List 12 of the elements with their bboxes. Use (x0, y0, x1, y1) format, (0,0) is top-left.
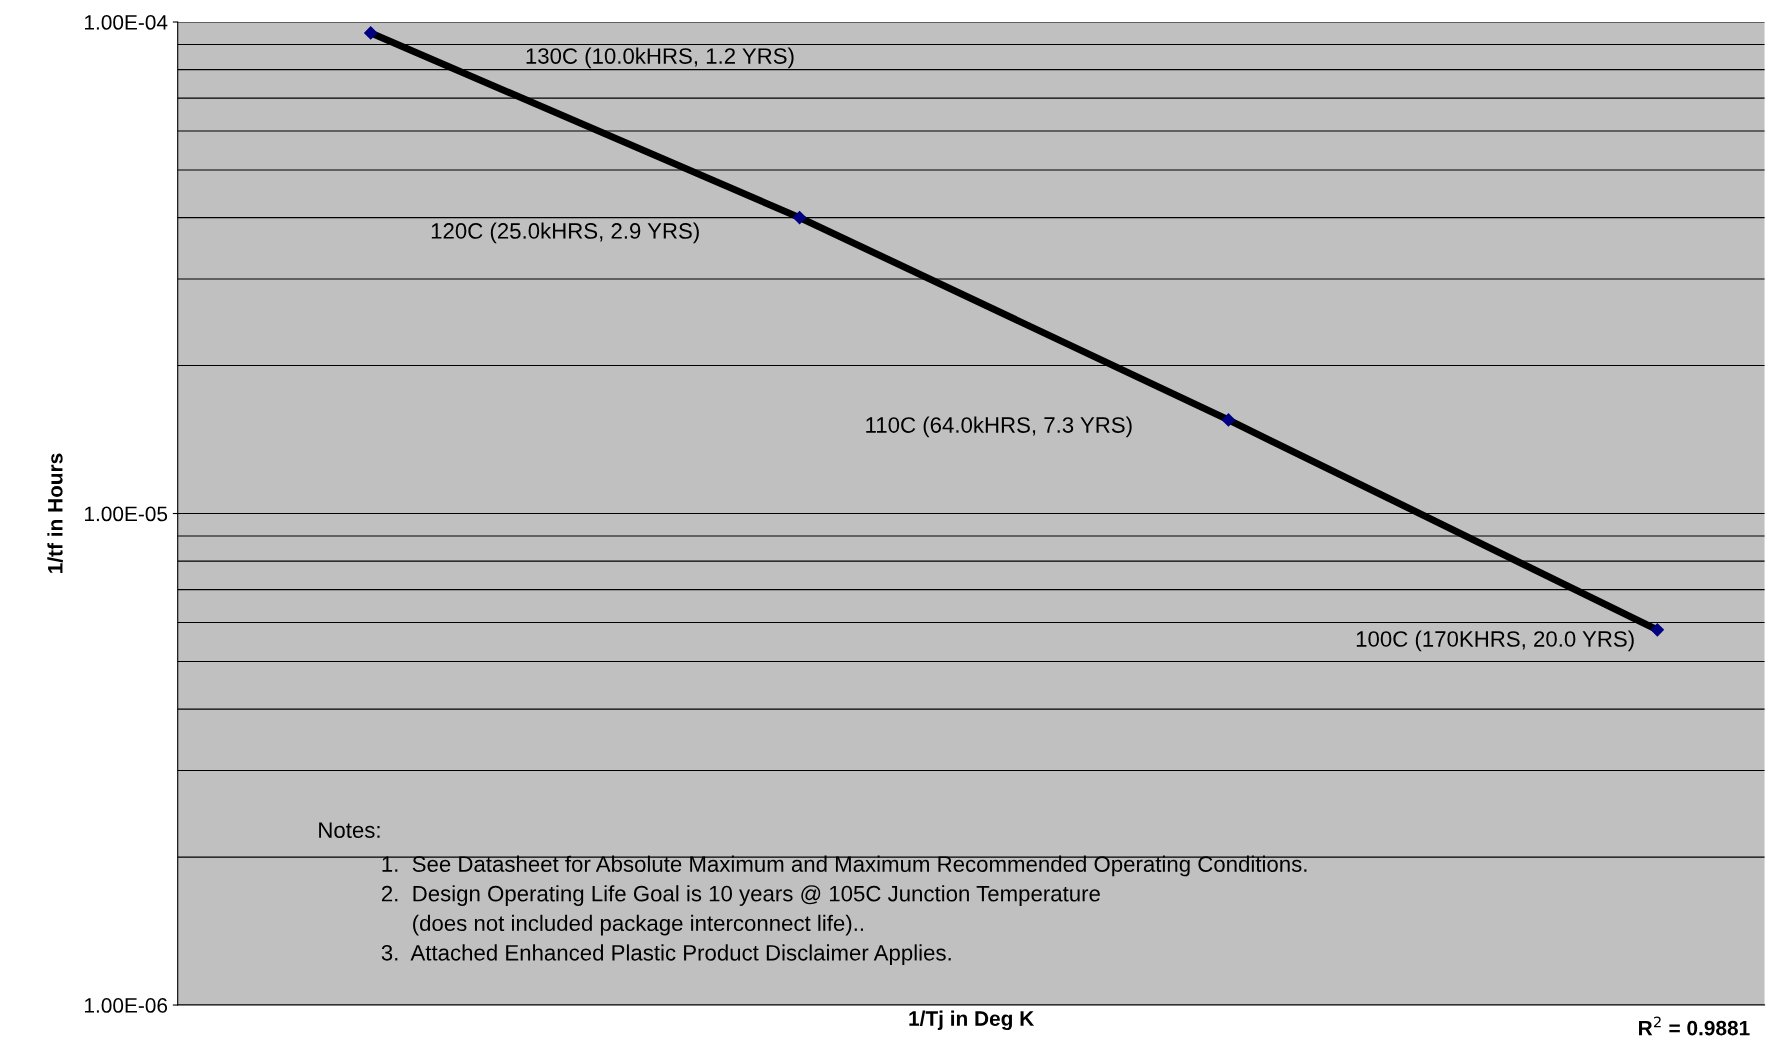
text: R$^{2}$ = 0.9881 (1639, 1016, 1750, 1036)
annotation: Notes: (319, 822, 380, 838)
annotation: 130C (10.0kHRS, 1.2 YRS) (526, 47, 794, 69)
annotation: 120C (25.0kHRS, 2.9 YRS) (431, 222, 699, 244)
y-tick-label: 1.00E-04 (85, 15, 168, 30)
annotation: 110C (64.0kHRS, 7.3 YRS) (866, 416, 1132, 438)
y-tick-label: 1.00E-05 (85, 506, 168, 522)
annotation: 1. See Datasheet for Absolute Maximum and Maximum Recommended Operating Conditions. 2. Design Operating Life Goal is 10 years @ 105C Junction Temperature (does not included package interconnect life).. 3. Attached Enhanced Plastic Product Disclaimer Applies. (381, 855, 1307, 966)
y-tick-label: 1.00E-06 (85, 998, 168, 1013)
annotation: 100C (170KHRS, 20.0 YRS) (1356, 630, 1634, 652)
y-axis-title: 1/tf in Hours (47, 453, 63, 573)
x-axis-title: 1/Tj in Deg K (909, 1010, 1035, 1031)
